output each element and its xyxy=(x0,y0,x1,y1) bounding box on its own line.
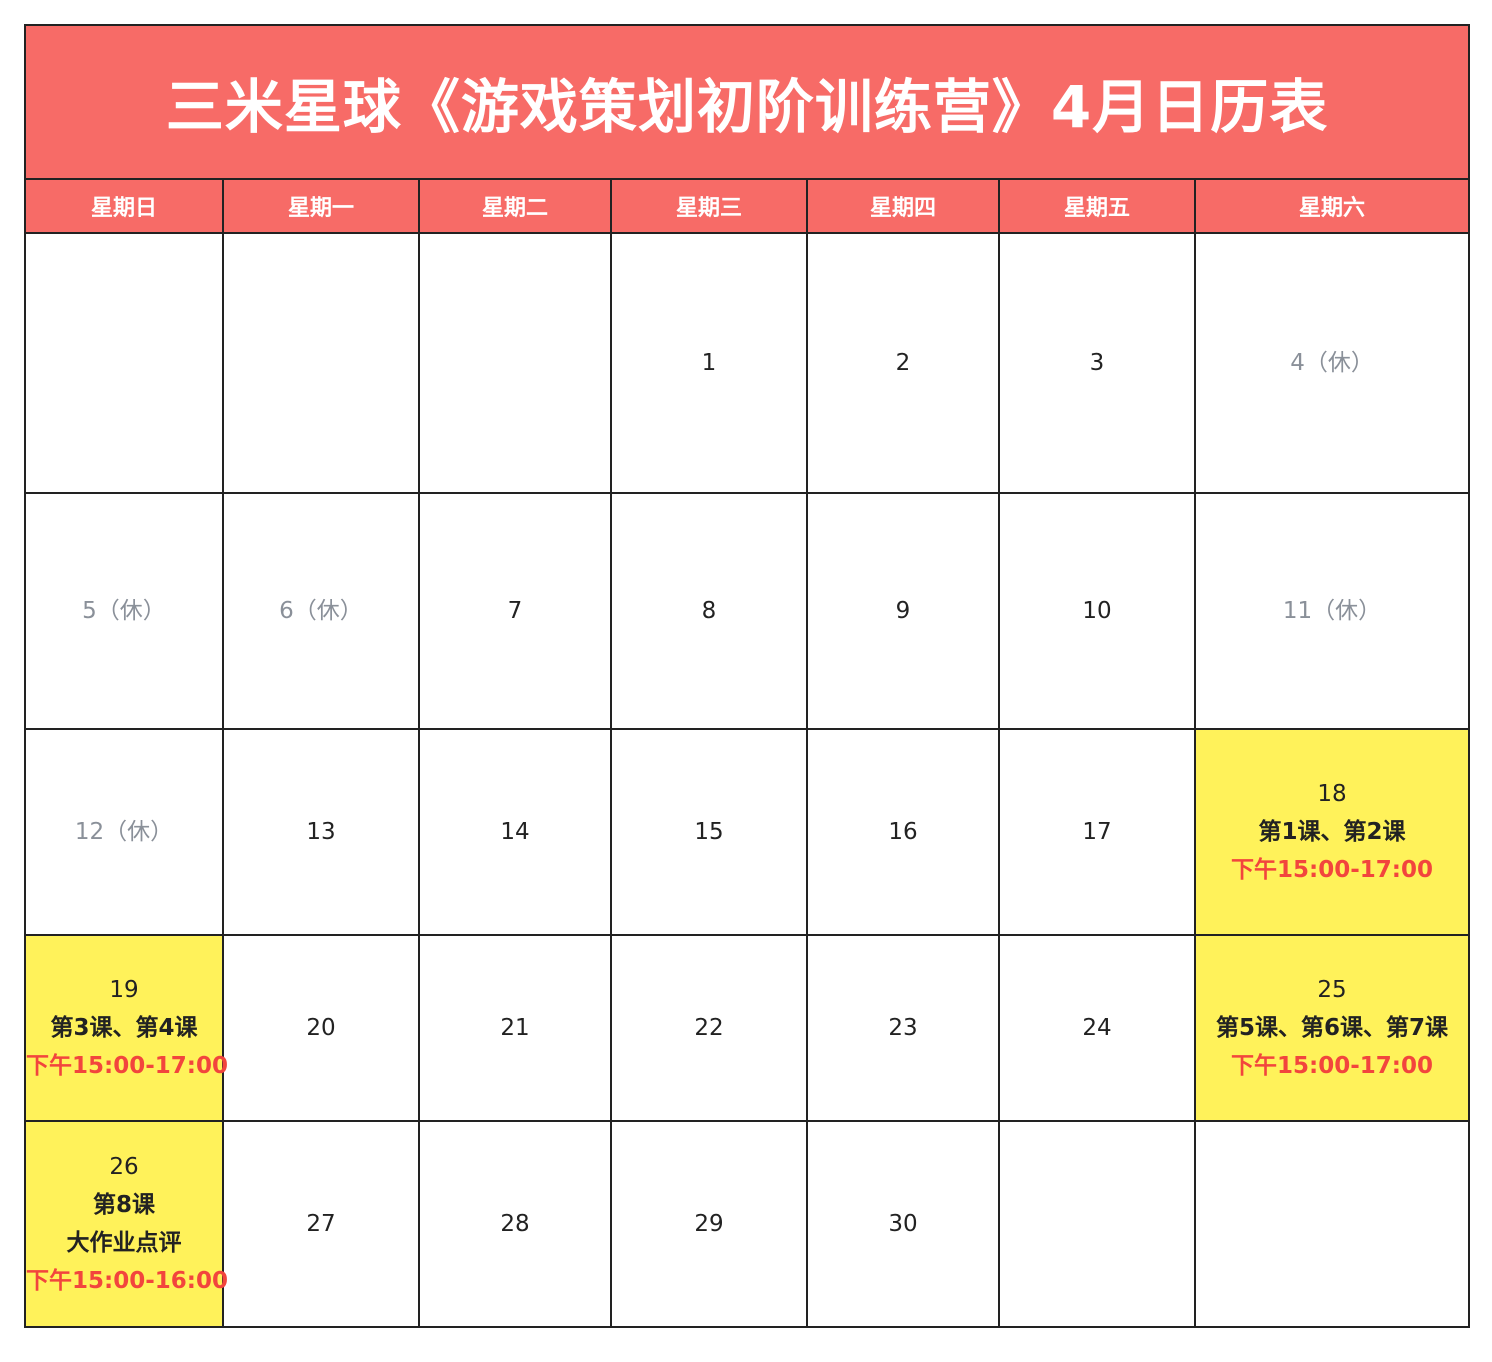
day-cell: 8 xyxy=(610,492,808,730)
day-cell: 7 xyxy=(418,492,612,730)
date-number: 30 xyxy=(888,1211,918,1237)
day-cell: 25 第5课、第6课、第7课 下午15:00-17:00 xyxy=(1193,934,1471,1122)
day-cell: 14 xyxy=(418,728,612,936)
date-number: 25 xyxy=(1317,977,1347,1003)
day-cell: 27 xyxy=(222,1120,420,1328)
holiday-date: 6（休） xyxy=(279,598,363,624)
class-info: 大作业点评 xyxy=(66,1230,182,1256)
date-number: 24 xyxy=(1082,1015,1112,1041)
day-cell: 20 xyxy=(222,934,420,1122)
day-cell: 17 xyxy=(998,728,1196,936)
date-number: 15 xyxy=(694,819,724,845)
date-number: 8 xyxy=(701,598,717,624)
class-info: 第1课、第2课 xyxy=(1258,819,1406,845)
day-cell: 30 xyxy=(806,1120,1000,1328)
date-number: 1 xyxy=(701,350,717,376)
calendar-body: 1 2 3 4（休） 5（休） 6（休） 7 8 9 10 11（休） 12（休） 13 14 15 16 17… xyxy=(24,232,1471,1328)
date-number: 19 xyxy=(109,977,139,1003)
day-cell: 29 xyxy=(610,1120,808,1328)
holiday-date: 11（休） xyxy=(1282,598,1382,624)
day-cell: 28 xyxy=(418,1120,612,1328)
week-row: 1 2 3 4（休） xyxy=(24,232,1471,494)
empty-cell xyxy=(24,232,224,494)
date-number: 27 xyxy=(306,1211,336,1237)
empty-cell xyxy=(1193,1120,1471,1328)
date-number: 14 xyxy=(500,819,530,845)
day-cell: 5（休） xyxy=(24,492,224,730)
date-number: 26 xyxy=(109,1154,139,1180)
date-number: 3 xyxy=(1089,350,1105,376)
date-number: 7 xyxy=(507,598,523,624)
date-number: 21 xyxy=(500,1015,530,1041)
day-cell: 24 xyxy=(998,934,1196,1122)
date-number: 18 xyxy=(1317,781,1347,807)
date-number: 17 xyxy=(1082,819,1112,845)
holiday-date: 4（休） xyxy=(1290,350,1374,376)
week-row: 26 第8课大作业点评下午15:00-16:00 27 28 29 30 xyxy=(24,1120,1471,1328)
weekday-header: 星期日 xyxy=(24,178,224,234)
holiday-date: 12（休） xyxy=(74,819,174,845)
class-time: 下午15:00-16:00 xyxy=(26,1268,228,1294)
date-number: 28 xyxy=(500,1211,530,1237)
day-cell: 12（休） xyxy=(24,728,224,936)
class-info: 第8课 xyxy=(92,1192,155,1218)
date-number: 13 xyxy=(306,819,336,845)
day-cell: 13 xyxy=(222,728,420,936)
weekday-header: 星期四 xyxy=(806,178,1000,234)
day-cell: 19 第3课、第4课下午15:00-17:00 xyxy=(24,934,228,1122)
day-cell: 2 xyxy=(806,232,1000,494)
date-number: 23 xyxy=(888,1015,918,1041)
day-cell: 18 第1课、第2课下午15:00-17:00 xyxy=(1193,728,1471,936)
day-cell: 16 xyxy=(806,728,1000,936)
empty-cell xyxy=(998,1120,1196,1328)
day-cell: 26 第8课大作业点评下午15:00-16:00 xyxy=(24,1120,228,1328)
date-number: 9 xyxy=(895,598,911,624)
class-time: 下午15:00-17:00 xyxy=(26,1053,228,1079)
weekday-header: 星期六 xyxy=(1193,178,1471,234)
class-time: 下午15:00-17:00 xyxy=(1231,1053,1434,1079)
day-cell: 21 xyxy=(418,934,612,1122)
day-cell: 22 xyxy=(610,934,808,1122)
calendar-table: 三米星球《游戏策划初阶训练营》4月日历表 星期日 星期一 星期二 星期三 星期四 星期五星… xyxy=(23,24,1471,1328)
weekday-header: 星期二 xyxy=(418,178,612,234)
weekday-header-row: 星期日 星期一 星期二 星期三 星期四 星期五 星期六 xyxy=(24,178,1471,234)
day-cell: 23 xyxy=(806,934,1000,1122)
day-cell: 11（休） xyxy=(1193,492,1471,730)
week-row: 5（休） 6（休） 7 8 9 10 11（休） xyxy=(24,492,1471,730)
date-number: 22 xyxy=(694,1015,724,1041)
date-number: 10 xyxy=(1082,598,1112,624)
class-info: 第3课、第4课 xyxy=(50,1015,198,1041)
date-number: 2 xyxy=(895,350,911,376)
day-cell: 9 xyxy=(806,492,1000,730)
day-cell: 1 xyxy=(610,232,808,494)
week-row: 12（休） 13 14 15 16 17 18 第1课、第2课下午15:00-17:00 xyxy=(24,728,1471,936)
day-cell: 3 xyxy=(998,232,1196,494)
weekday-header: 星期五 xyxy=(998,178,1196,234)
calendar-title: 三米星球《游戏策划初阶训练营》4月日历表 xyxy=(23,24,1471,180)
date-number: 20 xyxy=(306,1015,336,1041)
week-row: 19 第3课、第4课下午15:00-17:00 20 21 22 23 24 25 第5课、第6… xyxy=(24,934,1471,1122)
weekday-header: 星期一 xyxy=(222,178,420,234)
date-number: 29 xyxy=(694,1211,724,1237)
day-cell: 15 xyxy=(610,728,808,936)
weekday-header: 星期三 xyxy=(610,178,808,234)
empty-cell xyxy=(418,232,612,494)
empty-cell xyxy=(222,232,420,494)
day-cell: 6（休） xyxy=(222,492,420,730)
day-cell: 4（休） xyxy=(1193,232,1471,494)
day-cell: 10 xyxy=(998,492,1196,730)
class-info: 第5课、第6课、第7课 xyxy=(1216,1015,1449,1041)
holiday-date: 5（休） xyxy=(82,598,166,624)
class-time: 下午15:00-17:00 xyxy=(1231,857,1434,883)
date-number: 16 xyxy=(888,819,918,845)
